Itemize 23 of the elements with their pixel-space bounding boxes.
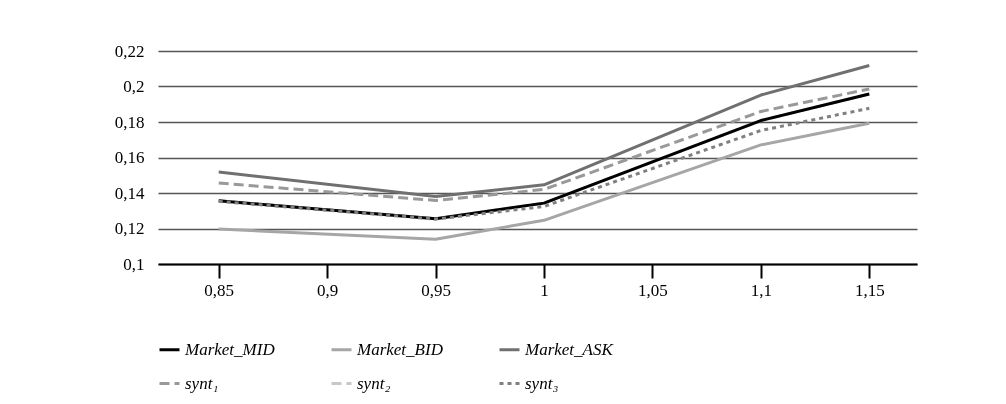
line-series xyxy=(217,121,871,241)
legend-label: synt₁ xyxy=(185,373,219,393)
x-tick-label: 1,05 xyxy=(638,280,668,300)
x-tick-label: 0,85 xyxy=(204,280,235,300)
x-tick-label: 0,95 xyxy=(421,280,451,300)
line-series xyxy=(217,87,871,202)
legend-label: Market_MID xyxy=(184,339,276,359)
legend-label: synt₂ xyxy=(357,373,391,393)
legend-label: Market_BID xyxy=(356,339,444,359)
y-tick-label: 0,14 xyxy=(114,183,145,203)
y-tick-label: 0,12 xyxy=(114,219,145,238)
y-tick-label: 0,22 xyxy=(114,41,145,61)
x-tick-label: 0,9 xyxy=(317,280,339,300)
y-tick-label: 0,16 xyxy=(114,148,145,167)
y-tick-label: 0,18 xyxy=(114,112,145,132)
y-tick-label: 0,2 xyxy=(123,77,145,96)
legend-label: Market_ASK xyxy=(524,339,615,359)
x-tick-label: 1 xyxy=(540,280,549,300)
y-tick-label: 0,1 xyxy=(123,254,145,274)
line-series xyxy=(217,64,871,199)
x-tick-label: 1,15 xyxy=(854,280,885,300)
legend-label: synt₃ xyxy=(525,373,559,393)
x-tick-label: 1,1 xyxy=(750,280,772,300)
